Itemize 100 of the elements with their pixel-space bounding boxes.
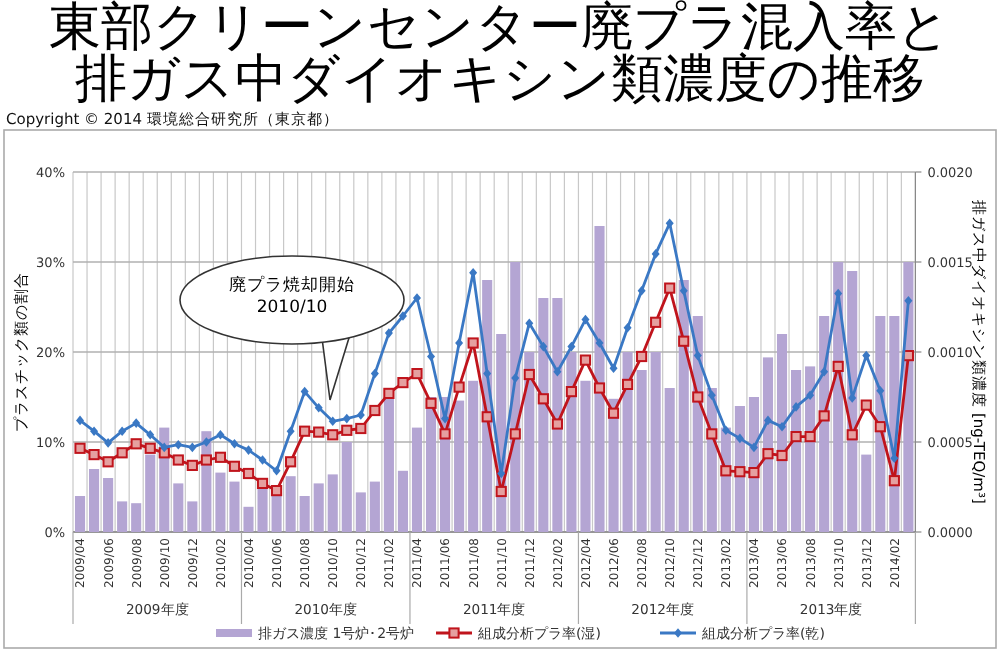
point bbox=[104, 438, 113, 448]
point bbox=[160, 442, 169, 453]
point bbox=[551, 418, 563, 430]
bar bbox=[215, 472, 226, 532]
point bbox=[720, 465, 732, 477]
bar bbox=[468, 380, 479, 532]
point bbox=[270, 485, 283, 497]
bar bbox=[74, 496, 86, 532]
point bbox=[427, 351, 436, 362]
point bbox=[523, 368, 535, 381]
point bbox=[453, 381, 465, 393]
point bbox=[314, 403, 323, 413]
bar bbox=[89, 469, 100, 532]
bar bbox=[327, 474, 338, 532]
bar bbox=[397, 470, 408, 532]
bar bbox=[538, 298, 549, 532]
point bbox=[230, 439, 239, 449]
point bbox=[88, 449, 100, 461]
bar bbox=[411, 427, 423, 532]
bar bbox=[369, 481, 380, 532]
point bbox=[888, 475, 900, 487]
point bbox=[636, 350, 648, 363]
point bbox=[735, 433, 744, 444]
point bbox=[397, 377, 409, 389]
point bbox=[553, 367, 562, 377]
bar bbox=[383, 398, 394, 532]
point bbox=[76, 415, 85, 426]
point bbox=[299, 425, 311, 437]
bar bbox=[861, 454, 872, 532]
point bbox=[607, 407, 620, 419]
point bbox=[341, 424, 353, 436]
point bbox=[721, 425, 730, 436]
point bbox=[511, 373, 520, 383]
point bbox=[216, 430, 225, 440]
bar bbox=[566, 352, 577, 532]
point bbox=[693, 350, 702, 361]
point bbox=[384, 328, 393, 338]
point bbox=[214, 451, 227, 463]
point bbox=[186, 459, 198, 471]
point bbox=[792, 402, 801, 412]
bar bbox=[454, 400, 465, 532]
point bbox=[411, 368, 423, 380]
point bbox=[116, 447, 128, 459]
bar bbox=[622, 352, 633, 532]
point bbox=[904, 295, 913, 306]
point bbox=[593, 382, 606, 394]
point bbox=[327, 429, 339, 441]
point bbox=[623, 322, 632, 333]
point bbox=[286, 426, 295, 436]
point bbox=[144, 442, 156, 454]
point bbox=[398, 311, 407, 321]
point bbox=[804, 431, 816, 443]
point bbox=[748, 467, 760, 479]
point bbox=[285, 456, 297, 468]
callout: 廃プラ焼却開始 2010/10 bbox=[179, 255, 405, 401]
point bbox=[820, 367, 829, 377]
point bbox=[595, 338, 604, 348]
point bbox=[439, 428, 451, 440]
point bbox=[74, 442, 86, 454]
point bbox=[664, 282, 676, 294]
point bbox=[679, 286, 688, 296]
point bbox=[581, 314, 590, 325]
point bbox=[832, 360, 844, 372]
chart-title: 東部クリーンセンター廃プラ混入率と排ガス中ダイオキシン類濃度の推移 bbox=[47, 0, 953, 110]
point bbox=[846, 429, 858, 441]
point bbox=[637, 286, 646, 296]
point bbox=[818, 410, 830, 422]
point bbox=[146, 430, 155, 440]
point bbox=[132, 418, 141, 428]
point bbox=[258, 455, 267, 465]
point bbox=[707, 390, 716, 400]
point bbox=[874, 421, 886, 433]
bar bbox=[341, 442, 352, 532]
bar bbox=[173, 483, 184, 532]
point bbox=[228, 460, 241, 472]
point bbox=[537, 393, 549, 405]
bar bbox=[187, 501, 198, 532]
point bbox=[778, 421, 787, 432]
point bbox=[369, 404, 381, 417]
point bbox=[762, 448, 774, 460]
point bbox=[763, 415, 772, 426]
point bbox=[328, 416, 337, 427]
point bbox=[539, 341, 548, 352]
bar bbox=[145, 454, 156, 532]
bar bbox=[650, 352, 661, 532]
bar bbox=[524, 352, 535, 532]
bar bbox=[285, 476, 296, 532]
bar bbox=[664, 388, 675, 532]
bar bbox=[103, 478, 114, 532]
point bbox=[567, 341, 576, 352]
point bbox=[130, 438, 142, 450]
point bbox=[383, 387, 395, 399]
point bbox=[650, 316, 662, 328]
point bbox=[412, 293, 421, 303]
point bbox=[90, 426, 99, 436]
point bbox=[692, 391, 704, 403]
point bbox=[862, 350, 871, 361]
point bbox=[678, 335, 690, 347]
point bbox=[118, 426, 127, 436]
bar bbox=[636, 370, 647, 532]
